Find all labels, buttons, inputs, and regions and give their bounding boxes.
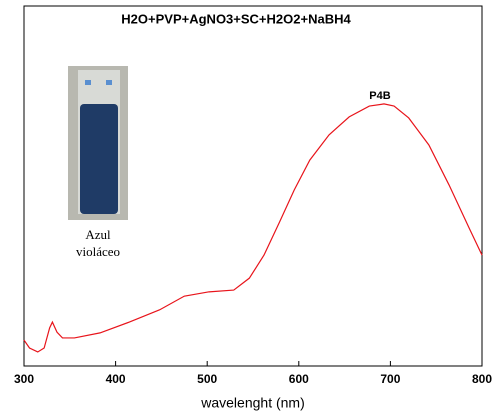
cuvette-liquid — [80, 104, 118, 214]
x-tick-label: 400 — [106, 372, 126, 386]
chart-title: H2O+PVP+AgNO3+SC+H2O2+NaBH4 — [121, 11, 351, 26]
cuvette-image — [68, 66, 128, 220]
annotation: Azul — [85, 227, 111, 242]
annotation: P4B — [369, 90, 390, 102]
x-tick-label: 700 — [380, 372, 400, 386]
x-tick-label: 800 — [472, 372, 492, 386]
x-tick-label: 500 — [197, 372, 217, 386]
annotation: violáceo — [76, 244, 120, 259]
cuvette-mark — [106, 80, 112, 85]
plot-frame — [23, 5, 483, 367]
x-tick-label: 600 — [289, 372, 309, 386]
spectrum-line — [23, 103, 483, 353]
x-tick-label: 300 — [14, 372, 34, 386]
cuvette-mark — [85, 80, 91, 85]
x-axis-label: wavelenght (nm) — [200, 395, 305, 411]
